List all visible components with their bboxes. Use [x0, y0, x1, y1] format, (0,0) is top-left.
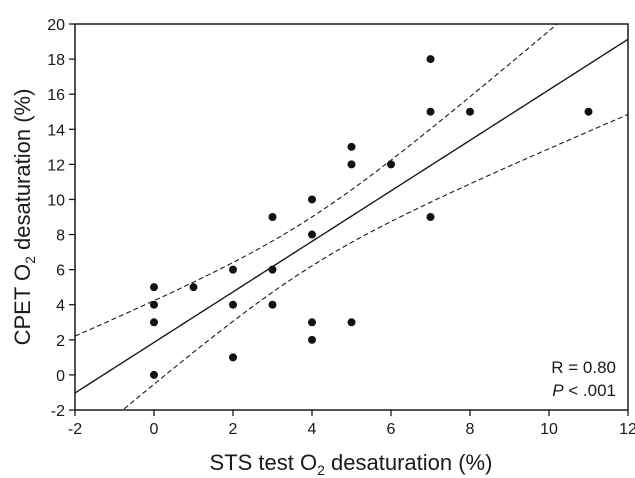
- data-point: [347, 318, 356, 327]
- x-tick-label: 12: [619, 421, 635, 438]
- data-point: [268, 213, 277, 221]
- r-value-annotation: R = 0.80: [551, 358, 616, 377]
- data-point: [347, 142, 356, 151]
- y-axis-title: CPET O2 desaturation (%): [10, 89, 38, 346]
- data-point: [229, 300, 237, 309]
- data-point: [426, 107, 435, 116]
- x-axis: -2 0 2 4 6 8 10 12: [68, 410, 635, 438]
- x-tick-label: 2: [229, 421, 238, 438]
- y-tick-label: 12: [47, 157, 65, 174]
- data-point: [387, 160, 395, 169]
- data-point: [426, 213, 435, 221]
- y-tick-label: 10: [47, 192, 65, 209]
- y-tick-label: 18: [47, 52, 65, 69]
- data-point: [189, 283, 198, 292]
- data-point: [268, 265, 277, 274]
- y-tick-label: 2: [56, 333, 65, 350]
- x-tick-label: 0: [150, 421, 159, 438]
- data-point: [150, 300, 158, 309]
- y-tick-label: 20: [47, 17, 65, 34]
- x-tick-label: 8: [466, 421, 475, 438]
- y-tick-label: 6: [56, 263, 65, 280]
- y-tick-label: 0: [56, 368, 65, 385]
- data-point: [426, 55, 435, 64]
- data-point: [229, 265, 237, 274]
- data-point: [308, 318, 316, 327]
- regression-line: [75, 38, 628, 394]
- data-point: [150, 318, 158, 327]
- data-point: [150, 370, 158, 379]
- data-point: [308, 195, 316, 204]
- y-tick-label: 4: [56, 298, 65, 315]
- x-axis-title: STS test O2 desaturation (%): [210, 450, 493, 478]
- y-tick-label: 16: [47, 87, 65, 104]
- plot-area: [75, 24, 628, 410]
- data-point: [584, 107, 593, 116]
- y-tick-label: -2: [51, 403, 65, 420]
- data-point: [347, 160, 356, 169]
- data-point: [150, 283, 158, 292]
- data-point: [268, 300, 277, 309]
- y-tick-label: 14: [47, 122, 65, 139]
- data-point: [308, 335, 316, 344]
- x-tick-label: 4: [308, 421, 317, 438]
- x-tick-label: 6: [387, 421, 396, 438]
- y-tick-label: 8: [56, 228, 65, 245]
- x-tick-label: -2: [68, 421, 82, 438]
- data-point: [466, 107, 474, 116]
- confidence-band-upper: [75, 24, 559, 337]
- data-point: [308, 230, 316, 239]
- data-point: [229, 353, 237, 362]
- y-axis: -2 0 2 4 6 8 10 12 14 16 18 20: [47, 17, 75, 420]
- p-value-annotation: P < .001: [552, 381, 616, 400]
- x-tick-label: 10: [540, 421, 558, 438]
- plot-frame: [74, 23, 629, 411]
- confidence-band-lower: [121, 113, 628, 410]
